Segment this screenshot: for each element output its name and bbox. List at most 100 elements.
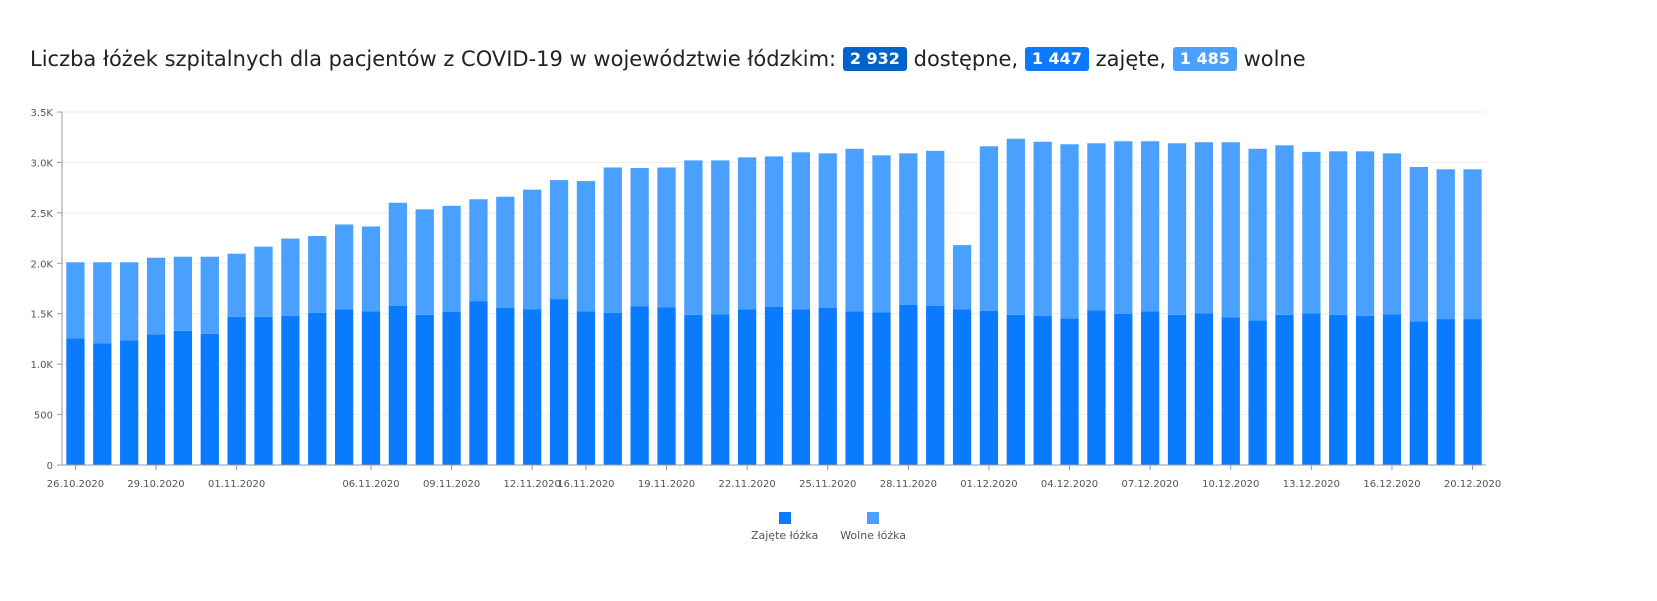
bar-free[interactable] bbox=[979, 146, 999, 311]
bar-free[interactable] bbox=[120, 262, 139, 341]
bar-occupied[interactable] bbox=[1329, 314, 1348, 465]
bar-occupied[interactable] bbox=[926, 305, 945, 465]
bar-occupied[interactable] bbox=[952, 309, 972, 465]
bar-occupied[interactable] bbox=[1382, 314, 1402, 465]
bar-occupied[interactable] bbox=[469, 301, 488, 465]
bar-occupied[interactable] bbox=[818, 307, 837, 465]
bar-free[interactable] bbox=[549, 180, 569, 300]
bar-free[interactable] bbox=[1382, 153, 1402, 315]
bar-free[interactable] bbox=[1141, 141, 1160, 312]
bar-occupied[interactable] bbox=[146, 334, 166, 465]
bar-free[interactable] bbox=[1302, 151, 1321, 314]
bar-occupied[interactable] bbox=[1194, 313, 1214, 465]
bar-free[interactable] bbox=[173, 256, 193, 331]
bar-occupied[interactable] bbox=[979, 310, 999, 465]
bar-free[interactable] bbox=[684, 160, 703, 315]
bar-free[interactable] bbox=[1329, 151, 1348, 315]
bar-free[interactable] bbox=[1436, 169, 1455, 320]
bar-free[interactable] bbox=[1033, 141, 1052, 316]
bar-occupied[interactable] bbox=[415, 314, 434, 465]
bar-occupied[interactable] bbox=[1167, 314, 1187, 465]
bar-free[interactable] bbox=[1248, 148, 1267, 321]
bar-free[interactable] bbox=[227, 253, 246, 317]
bar-free[interactable] bbox=[791, 152, 811, 310]
bar-occupied[interactable] bbox=[1302, 313, 1321, 465]
bar-free[interactable] bbox=[361, 226, 381, 312]
bar-occupied[interactable] bbox=[361, 311, 381, 465]
bar-free[interactable] bbox=[388, 202, 407, 306]
bar-free[interactable] bbox=[657, 167, 676, 308]
bar-occupied[interactable] bbox=[549, 299, 569, 465]
bar-free[interactable] bbox=[926, 150, 945, 306]
bar-free[interactable] bbox=[1275, 145, 1294, 315]
bar-occupied[interactable] bbox=[576, 311, 596, 465]
bar-occupied[interactable] bbox=[1221, 317, 1240, 465]
bar-occupied[interactable] bbox=[227, 316, 246, 465]
bar-occupied[interactable] bbox=[1006, 314, 1025, 465]
bar-free[interactable] bbox=[1463, 169, 1482, 320]
bar-free[interactable] bbox=[603, 167, 622, 313]
bar-free[interactable] bbox=[711, 160, 730, 315]
bar-occupied[interactable] bbox=[899, 304, 918, 465]
bar-occupied[interactable] bbox=[1033, 315, 1052, 465]
bar-free[interactable] bbox=[1114, 141, 1133, 314]
bar-occupied[interactable] bbox=[1060, 318, 1079, 465]
bar-occupied[interactable] bbox=[657, 307, 676, 465]
bar-occupied[interactable] bbox=[120, 340, 139, 465]
bar-occupied[interactable] bbox=[630, 306, 649, 465]
bar-free[interactable] bbox=[872, 155, 891, 313]
legend-item-occupied[interactable]: Zajęte łóżka bbox=[751, 512, 818, 542]
bar-free[interactable] bbox=[442, 205, 461, 312]
bar-occupied[interactable] bbox=[684, 314, 703, 465]
bar-occupied[interactable] bbox=[1141, 311, 1160, 465]
bar-occupied[interactable] bbox=[711, 314, 730, 465]
bar-free[interactable] bbox=[630, 167, 649, 307]
bar-free[interactable] bbox=[66, 262, 85, 339]
legend-item-free[interactable]: Wolne łóżka bbox=[840, 512, 906, 542]
bar-free[interactable] bbox=[1006, 138, 1025, 315]
bar-free[interactable] bbox=[576, 181, 596, 312]
bar-occupied[interactable] bbox=[1436, 319, 1455, 465]
bar-occupied[interactable] bbox=[523, 309, 542, 465]
bar-free[interactable] bbox=[469, 199, 488, 302]
bar-occupied[interactable] bbox=[1409, 321, 1428, 465]
bar-free[interactable] bbox=[764, 156, 784, 307]
bar-free[interactable] bbox=[496, 196, 515, 308]
bar-free[interactable] bbox=[899, 153, 918, 305]
bar-occupied[interactable] bbox=[603, 312, 622, 465]
bar-free[interactable] bbox=[254, 246, 273, 317]
bar-free[interactable] bbox=[1221, 142, 1240, 318]
bar-occupied[interactable] bbox=[1355, 315, 1375, 465]
bar-free[interactable] bbox=[952, 245, 972, 310]
bar-free[interactable] bbox=[146, 257, 166, 335]
bar-free[interactable] bbox=[334, 224, 354, 310]
bar-free[interactable] bbox=[281, 238, 300, 316]
bar-free[interactable] bbox=[1355, 151, 1375, 316]
bar-free[interactable] bbox=[93, 262, 112, 344]
bar-occupied[interactable] bbox=[254, 316, 273, 465]
bar-free[interactable] bbox=[818, 153, 837, 308]
bar-occupied[interactable] bbox=[496, 307, 515, 465]
bar-occupied[interactable] bbox=[66, 338, 85, 465]
bar-occupied[interactable] bbox=[764, 306, 784, 465]
bar-occupied[interactable] bbox=[1248, 320, 1267, 465]
bar-free[interactable] bbox=[1087, 143, 1106, 311]
bar-free[interactable] bbox=[1167, 143, 1187, 315]
bar-occupied[interactable] bbox=[845, 311, 864, 465]
bar-occupied[interactable] bbox=[791, 309, 811, 465]
bar-occupied[interactable] bbox=[173, 330, 193, 465]
bar-occupied[interactable] bbox=[388, 305, 407, 465]
bar-occupied[interactable] bbox=[281, 315, 300, 465]
bar-free[interactable] bbox=[1060, 144, 1079, 319]
bar-occupied[interactable] bbox=[1087, 310, 1106, 465]
bar-occupied[interactable] bbox=[872, 312, 891, 465]
bar-occupied[interactable] bbox=[308, 312, 327, 465]
bar-occupied[interactable] bbox=[93, 343, 112, 465]
bar-free[interactable] bbox=[415, 209, 434, 315]
bar-free[interactable] bbox=[737, 157, 757, 310]
bar-occupied[interactable] bbox=[737, 309, 757, 465]
bar-free[interactable] bbox=[523, 189, 542, 310]
bar-occupied[interactable] bbox=[442, 311, 461, 465]
bar-occupied[interactable] bbox=[1275, 314, 1294, 465]
bar-occupied[interactable] bbox=[334, 309, 354, 465]
